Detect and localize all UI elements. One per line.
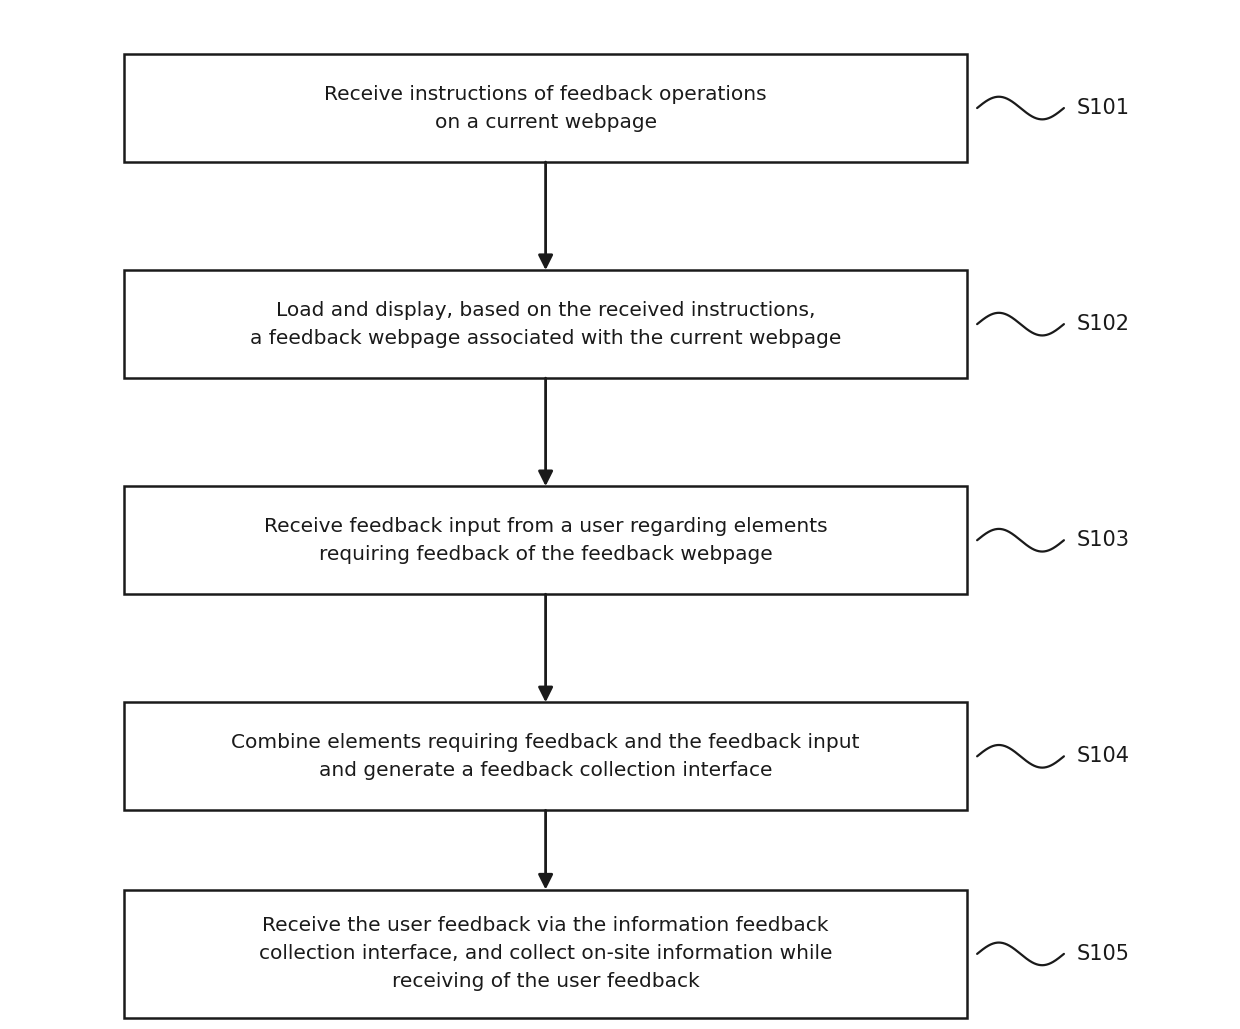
Text: Load and display, based on the received instructions,
a feedback webpage associa: Load and display, based on the received …: [250, 300, 841, 348]
Text: S104: S104: [1076, 746, 1130, 767]
Text: Receive feedback input from a user regarding elements
requiring feedback of the : Receive feedback input from a user regar…: [264, 517, 827, 564]
Text: S105: S105: [1076, 944, 1130, 964]
Text: Combine elements requiring feedback and the feedback input
and generate a feedba: Combine elements requiring feedback and …: [232, 733, 859, 780]
Text: S102: S102: [1076, 314, 1130, 334]
Text: Receive the user feedback via the information feedback
collection interface, and: Receive the user feedback via the inform…: [259, 917, 832, 991]
Text: S101: S101: [1076, 98, 1130, 118]
Bar: [124, 270, 967, 378]
Bar: [124, 55, 967, 163]
Text: S103: S103: [1076, 530, 1130, 551]
Bar: [124, 703, 967, 811]
Bar: [124, 889, 967, 1019]
Text: Receive instructions of feedback operations
on a current webpage: Receive instructions of feedback operati…: [325, 84, 766, 132]
Bar: [124, 487, 967, 595]
